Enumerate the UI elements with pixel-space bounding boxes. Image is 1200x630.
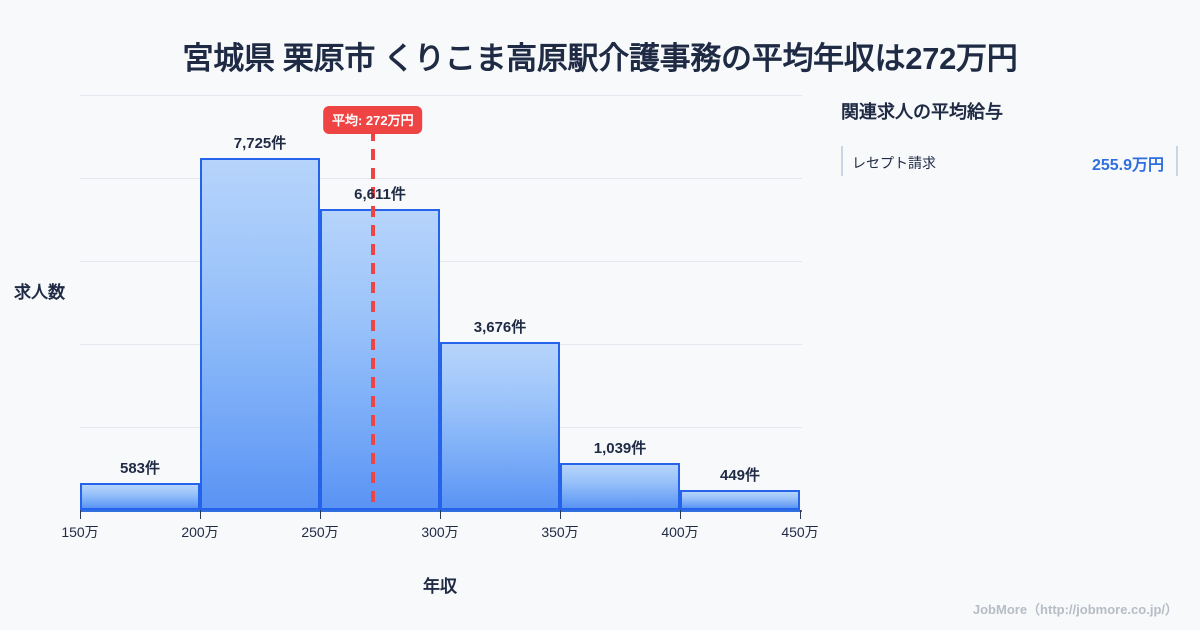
x-tick <box>680 510 681 519</box>
x-tick-label: 300万 <box>421 524 459 540</box>
x-tick <box>560 510 561 519</box>
plot-area <box>80 95 802 510</box>
related-salary-heading: 関連求人の平均給与 <box>841 102 1003 122</box>
bar <box>200 158 320 510</box>
x-tick <box>440 510 441 519</box>
x-axis-baseline <box>80 510 802 512</box>
x-tick-label: 250万 <box>301 524 339 540</box>
bar-value-label: 583件 <box>119 460 161 477</box>
gridline <box>80 178 802 179</box>
x-tick-label: 400万 <box>661 524 699 540</box>
salary-row-label: レセプト請求 <box>852 155 936 171</box>
page-title: 宮城県 栗原市 くりこま高原駅介護事務の平均年収は272万円 <box>182 41 1018 76</box>
x-tick <box>80 510 81 519</box>
gridline <box>80 261 802 262</box>
bar <box>320 209 440 510</box>
salary-row: レセプト請求 255.9万円 <box>838 146 1178 180</box>
y-axis-title: 求人数 <box>14 283 65 302</box>
gridline <box>80 95 802 96</box>
bar <box>680 490 800 510</box>
bar-value-label: 6,611件 <box>354 186 406 203</box>
x-tick <box>800 510 801 519</box>
x-axis-title: 年収 <box>423 577 457 596</box>
bar-value-label: 7,725件 <box>233 135 287 152</box>
bar-value-label: 3,676件 <box>473 319 527 336</box>
bar-value-label: 1,039件 <box>593 440 647 457</box>
x-tick <box>200 510 201 519</box>
footer-credit: JobMore（http://jobmore.co.jp/） <box>972 602 1178 617</box>
bar-value-label: 449件 <box>719 467 761 484</box>
related-salary-list: レセプト請求 255.9万円 <box>838 146 1178 180</box>
average-badge: 平均: 272万円 <box>322 106 423 134</box>
average-line <box>370 130 375 510</box>
bar <box>560 463 680 510</box>
x-tick-label: 150万 <box>61 524 99 540</box>
x-tick-label: 450万 <box>781 524 819 540</box>
x-tick <box>320 510 321 519</box>
histogram-chart: 求人数 年収 150万 200万 250万 300万 350万 400万 450万 平均: … <box>14 95 819 596</box>
related-salary-panel: 関連求人の平均給与 レセプト請求 255.9万円 <box>838 98 1178 180</box>
salary-row-value: 255.9万円 <box>1091 157 1164 174</box>
x-tick-label: 350万 <box>541 524 579 540</box>
bar <box>440 342 560 510</box>
bar <box>80 483 200 510</box>
x-tick-label: 200万 <box>181 524 219 540</box>
